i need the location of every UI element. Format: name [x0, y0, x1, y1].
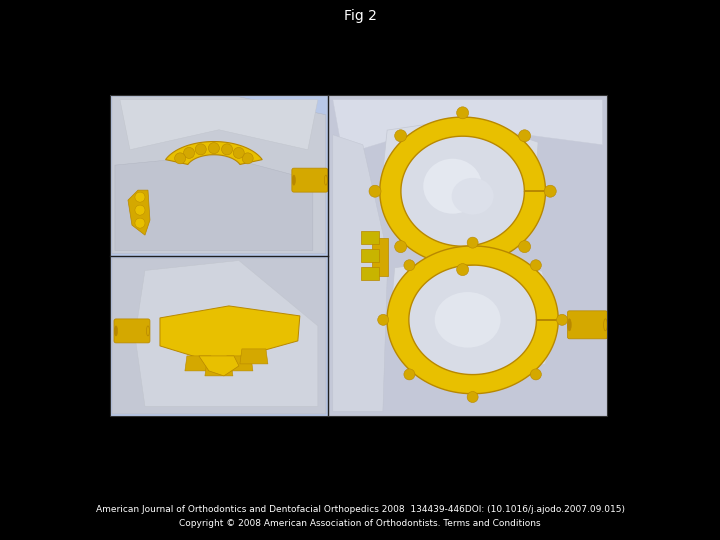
Circle shape [544, 185, 557, 197]
Circle shape [135, 192, 145, 202]
Polygon shape [135, 260, 318, 406]
Circle shape [518, 130, 531, 142]
Polygon shape [120, 100, 318, 150]
Polygon shape [333, 135, 388, 411]
FancyBboxPatch shape [114, 319, 150, 343]
Polygon shape [112, 97, 326, 253]
Circle shape [518, 241, 531, 253]
Polygon shape [382, 124, 538, 252]
Polygon shape [372, 238, 388, 276]
Polygon shape [199, 356, 239, 376]
Polygon shape [115, 155, 313, 251]
Polygon shape [387, 246, 558, 394]
Circle shape [242, 153, 253, 164]
Circle shape [467, 237, 478, 248]
Bar [110, 94, 608, 416]
Circle shape [456, 264, 469, 275]
Circle shape [467, 392, 478, 402]
Ellipse shape [451, 178, 494, 214]
Circle shape [404, 260, 415, 271]
Circle shape [135, 205, 145, 215]
FancyBboxPatch shape [292, 168, 328, 192]
Circle shape [222, 144, 233, 155]
Circle shape [456, 107, 469, 119]
Polygon shape [390, 262, 556, 380]
Circle shape [175, 153, 186, 164]
Text: American Journal of Orthodontics and Dentofacial Orthopedics 2008  134439-446DOI: American Journal of Orthodontics and Den… [96, 505, 624, 515]
Polygon shape [333, 100, 603, 155]
Text: Copyright © 2008 American Association of Orthodontists. Terms and Conditions: Copyright © 2008 American Association of… [179, 518, 541, 528]
Polygon shape [128, 190, 150, 235]
FancyBboxPatch shape [361, 231, 379, 244]
Polygon shape [240, 349, 268, 364]
Circle shape [404, 369, 415, 380]
Polygon shape [166, 141, 262, 165]
Circle shape [557, 314, 567, 325]
Circle shape [195, 144, 206, 155]
FancyBboxPatch shape [361, 248, 379, 261]
Ellipse shape [603, 319, 607, 331]
Circle shape [395, 241, 407, 253]
Ellipse shape [146, 326, 150, 336]
Circle shape [531, 369, 541, 380]
Circle shape [395, 130, 407, 142]
Ellipse shape [435, 292, 500, 348]
Circle shape [184, 147, 194, 158]
Ellipse shape [114, 326, 117, 336]
Circle shape [233, 147, 244, 158]
Polygon shape [225, 356, 253, 371]
Circle shape [208, 143, 220, 154]
Circle shape [369, 185, 381, 197]
Bar [328, 94, 608, 416]
Ellipse shape [292, 175, 295, 185]
FancyBboxPatch shape [361, 267, 379, 280]
Polygon shape [379, 117, 546, 265]
Circle shape [135, 218, 145, 228]
Circle shape [378, 314, 389, 325]
Polygon shape [185, 356, 213, 371]
Ellipse shape [423, 159, 482, 214]
Circle shape [531, 260, 541, 271]
Ellipse shape [324, 175, 328, 185]
Text: Fig 2: Fig 2 [343, 9, 377, 23]
Polygon shape [205, 361, 233, 376]
Polygon shape [112, 258, 326, 414]
FancyBboxPatch shape [567, 311, 608, 339]
Ellipse shape [567, 319, 571, 331]
Bar [110, 94, 608, 416]
Polygon shape [160, 306, 300, 361]
